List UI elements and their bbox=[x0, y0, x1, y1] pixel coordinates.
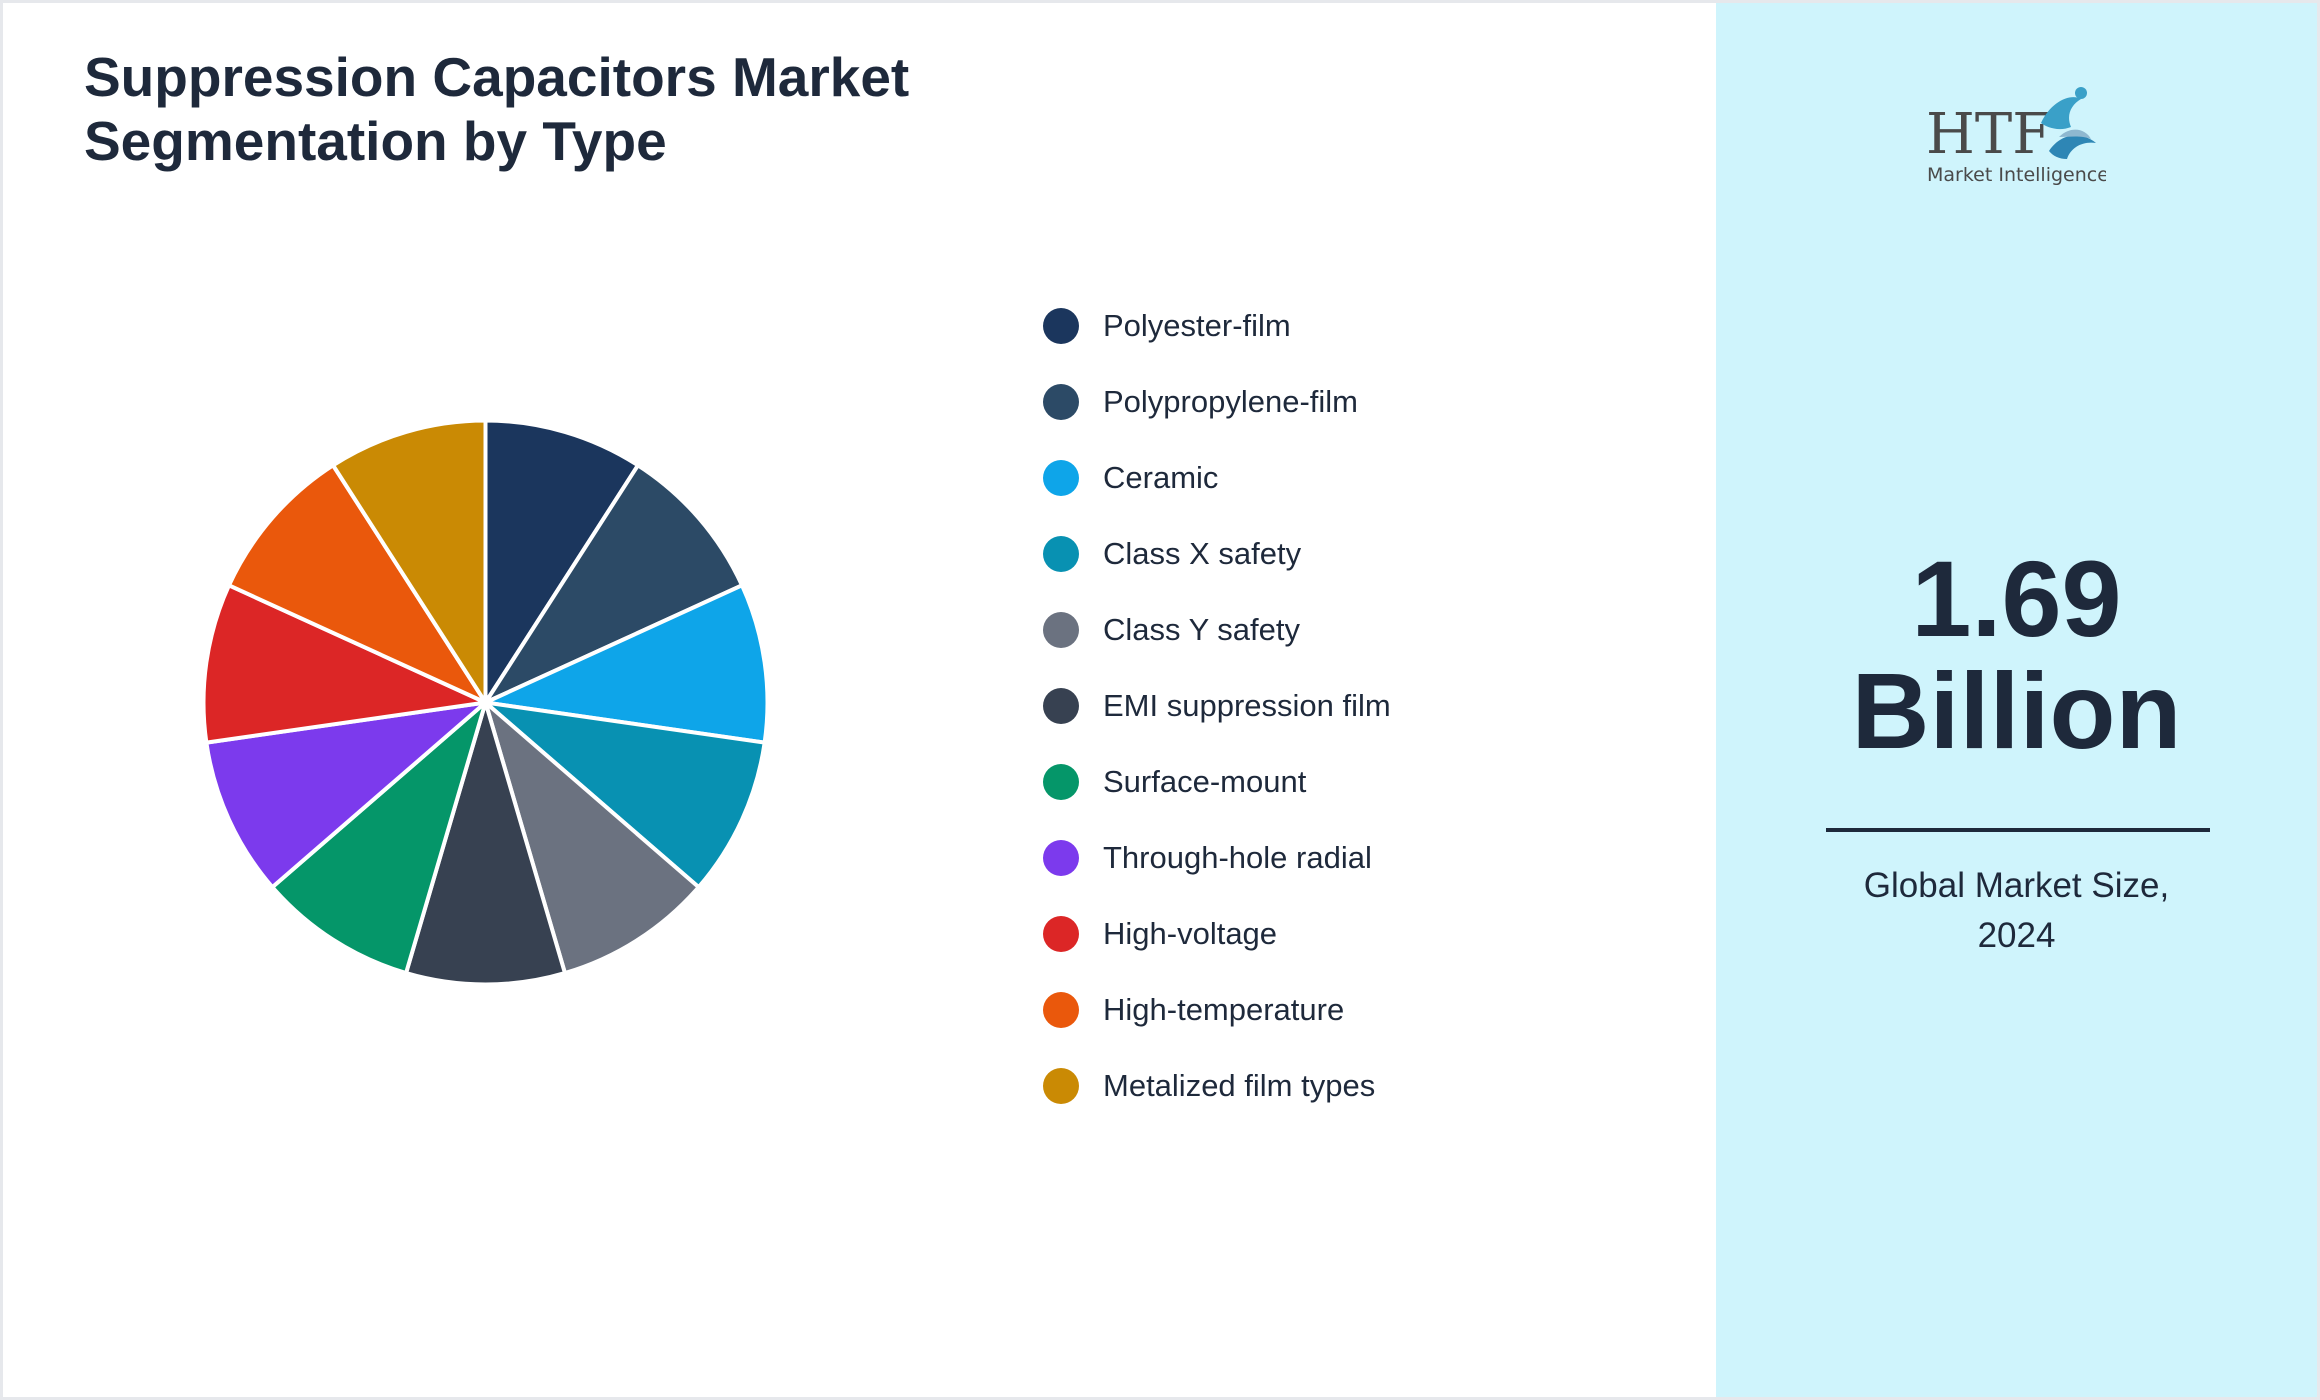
caption-line-2: 2024 bbox=[1977, 916, 2056, 955]
market-size-unit: Billion bbox=[1851, 650, 2182, 771]
legend-label: Surface-mount bbox=[1103, 764, 1307, 799]
logo-brand-text: HTF bbox=[1926, 102, 2051, 167]
legend-label: Class Y safety bbox=[1103, 612, 1301, 647]
legend-item: Ceramic bbox=[1043, 440, 1391, 516]
legend-item: Surface-mount bbox=[1043, 744, 1391, 820]
legend-label: Through-hole radial bbox=[1103, 840, 1372, 875]
divider bbox=[1826, 828, 2210, 832]
pie-chart bbox=[201, 418, 770, 987]
legend-swatch bbox=[1043, 384, 1079, 420]
pie-slice bbox=[226, 463, 488, 705]
legend-item: Class X safety bbox=[1043, 516, 1391, 592]
pie-slice bbox=[201, 583, 488, 745]
market-size-number: 1.69 bbox=[1911, 538, 2122, 659]
chart-title: Suppression Capacitors Market Segmentati… bbox=[84, 45, 1084, 173]
legend-item: Polyester-film bbox=[1043, 288, 1391, 364]
legend-swatch bbox=[1043, 916, 1079, 952]
legend-swatch bbox=[1043, 1068, 1079, 1104]
legend-item: High-temperature bbox=[1043, 972, 1391, 1048]
pie-slice bbox=[204, 700, 488, 890]
legend-label: High-voltage bbox=[1103, 916, 1278, 951]
pie-slice bbox=[483, 700, 701, 976]
legend-item: Through-hole radial bbox=[1043, 820, 1391, 896]
chart-card: Suppression Capacitors Market Segmentati… bbox=[3, 3, 2317, 1397]
legend-swatch bbox=[1043, 992, 1079, 1028]
pie-slice bbox=[483, 583, 770, 745]
legend-swatch bbox=[1043, 764, 1079, 800]
legend-label: Polypropylene-film bbox=[1103, 384, 1358, 419]
legend-label: Ceramic bbox=[1103, 460, 1219, 495]
legend-label: Metalized film types bbox=[1103, 1068, 1376, 1103]
legend-swatch bbox=[1043, 536, 1079, 572]
chart-legend: Polyester-film Polypropylene-film Ceramic C… bbox=[1043, 288, 1391, 1124]
logo-swoosh-icon bbox=[2041, 97, 2081, 130]
legend-item: Metalized film types bbox=[1043, 1048, 1391, 1124]
logo-wave-icon bbox=[2049, 135, 2096, 159]
legend-label: Class X safety bbox=[1103, 536, 1302, 571]
market-size-caption: Global Market Size, 2024 bbox=[1716, 861, 2317, 961]
legend-swatch bbox=[1043, 308, 1079, 344]
legend-swatch bbox=[1043, 840, 1079, 876]
pie-slice bbox=[483, 700, 767, 890]
legend-item: High-voltage bbox=[1043, 896, 1391, 972]
chart-panel: Suppression Capacitors Market Segmentati… bbox=[3, 3, 1716, 1397]
chart-title-line-1: Suppression Capacitors Market bbox=[84, 46, 910, 108]
legend-swatch bbox=[1043, 612, 1079, 648]
legend-swatch bbox=[1043, 460, 1079, 496]
legend-label: Polyester-film bbox=[1103, 308, 1291, 343]
legend-swatch bbox=[1043, 688, 1079, 724]
legend-item: EMI suppression film bbox=[1043, 668, 1391, 744]
legend-item: Class Y safety bbox=[1043, 592, 1391, 668]
logo-tagline: Market Intelligence bbox=[1927, 164, 2106, 186]
legend-label: EMI suppression film bbox=[1103, 688, 1391, 723]
pie-slice bbox=[331, 418, 488, 705]
chart-title-line-2: Segmentation by Type bbox=[84, 110, 667, 172]
legend-label: High-temperature bbox=[1103, 992, 1345, 1027]
pie-slice bbox=[404, 700, 567, 987]
caption-line-1: Global Market Size, bbox=[1863, 866, 2170, 905]
pie-slice bbox=[270, 700, 488, 976]
pie-slice bbox=[483, 418, 640, 705]
logo-dot-icon bbox=[2075, 87, 2087, 99]
market-size-panel: HTF Market Intelligence 1.69 Billion Glo… bbox=[1716, 3, 2317, 1397]
legend-item: Polypropylene-film bbox=[1043, 364, 1391, 440]
pie-slice bbox=[483, 463, 745, 705]
logo-figure-icon bbox=[2059, 129, 2091, 139]
market-size-value: 1.69 Billion bbox=[1716, 543, 2317, 767]
htf-logo: HTF Market Intelligence bbox=[1926, 87, 2106, 186]
